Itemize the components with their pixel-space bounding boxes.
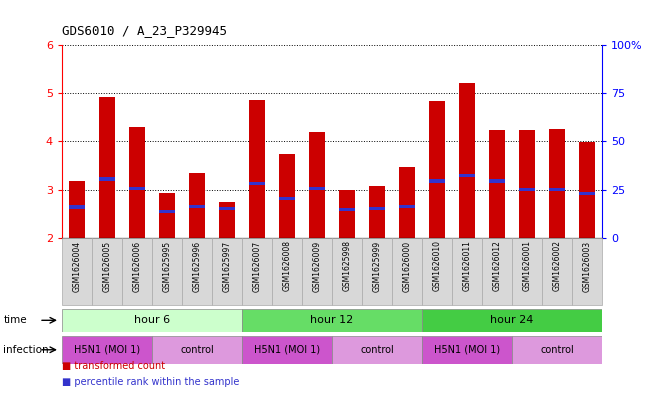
Bar [572,238,602,305]
Bar [219,208,235,210]
Bar [368,186,385,238]
Bar [332,336,422,364]
Bar [542,238,572,305]
Bar [68,206,85,209]
Text: GSM1626008: GSM1626008 [283,241,292,292]
Bar [579,192,596,195]
Text: GSM1626010: GSM1626010 [432,241,441,292]
Bar [399,205,415,208]
Bar [68,181,85,238]
Bar [92,238,122,305]
Bar [339,208,355,211]
Bar [519,188,535,191]
Bar [98,178,115,181]
Text: GSM1625995: GSM1625995 [162,241,171,292]
Text: time: time [3,315,27,325]
Bar [339,190,355,238]
Text: GSM1626005: GSM1626005 [102,241,111,292]
Text: GSM1626012: GSM1626012 [493,241,502,291]
Bar [362,238,392,305]
Text: hour 6: hour 6 [134,315,170,325]
Bar [152,238,182,305]
Bar [212,238,242,305]
Bar [272,238,302,305]
Bar [62,309,242,332]
Bar [249,99,265,238]
Bar [519,130,535,238]
Bar [62,238,92,305]
Bar [579,142,596,238]
Bar [332,238,362,305]
Text: GSM1626011: GSM1626011 [463,241,471,291]
Text: GSM1625996: GSM1625996 [193,241,201,292]
Bar [159,193,175,238]
Bar [249,182,265,185]
Bar [122,238,152,305]
Bar [482,238,512,305]
Text: control: control [540,345,574,355]
Text: control: control [180,345,214,355]
Text: GSM1626002: GSM1626002 [553,241,562,292]
Text: H5N1 (MOI 1): H5N1 (MOI 1) [434,345,500,355]
Bar [459,174,475,177]
Bar [189,173,205,238]
Bar [489,130,505,238]
Bar [242,309,422,332]
Bar [422,238,452,305]
Text: GSM1626000: GSM1626000 [402,241,411,292]
Bar [459,83,475,238]
Bar [182,238,212,305]
Bar [129,187,145,190]
Bar [129,127,145,238]
Text: H5N1 (MOI 1): H5N1 (MOI 1) [74,345,140,355]
Bar [512,336,602,364]
Bar [392,238,422,305]
Text: GSM1625997: GSM1625997 [223,241,232,292]
Text: GSM1625998: GSM1625998 [342,241,352,292]
Bar [309,132,326,238]
Bar [429,101,445,238]
Text: GSM1626001: GSM1626001 [523,241,532,292]
Bar [189,205,205,208]
Text: GSM1626006: GSM1626006 [132,241,141,292]
Bar [429,179,445,182]
Bar [549,188,566,191]
Bar [152,336,242,364]
Bar [62,336,152,364]
Text: control: control [360,345,394,355]
Bar [279,154,296,238]
Text: ■ percentile rank within the sample: ■ percentile rank within the sample [62,377,239,387]
Bar [512,238,542,305]
Text: GSM1626007: GSM1626007 [253,241,262,292]
Text: GSM1626009: GSM1626009 [312,241,322,292]
Bar [159,210,175,213]
Bar [422,336,512,364]
Bar [422,309,602,332]
Bar [242,238,272,305]
Bar [452,238,482,305]
Text: hour 24: hour 24 [490,315,534,325]
Text: ■ transformed count: ■ transformed count [62,362,165,371]
Bar [279,197,296,200]
Text: GSM1625999: GSM1625999 [372,241,381,292]
Bar [309,187,326,190]
Bar [549,129,566,238]
Bar [242,336,332,364]
Bar [302,238,332,305]
Text: GDS6010 / A_23_P329945: GDS6010 / A_23_P329945 [62,24,227,37]
Text: infection: infection [3,345,49,355]
Text: hour 12: hour 12 [311,315,353,325]
Bar [368,208,385,210]
Text: GSM1626003: GSM1626003 [583,241,592,292]
Bar [399,167,415,238]
Bar [489,179,505,182]
Bar [219,202,235,238]
Text: H5N1 (MOI 1): H5N1 (MOI 1) [254,345,320,355]
Text: GSM1626004: GSM1626004 [72,241,81,292]
Bar [98,97,115,238]
